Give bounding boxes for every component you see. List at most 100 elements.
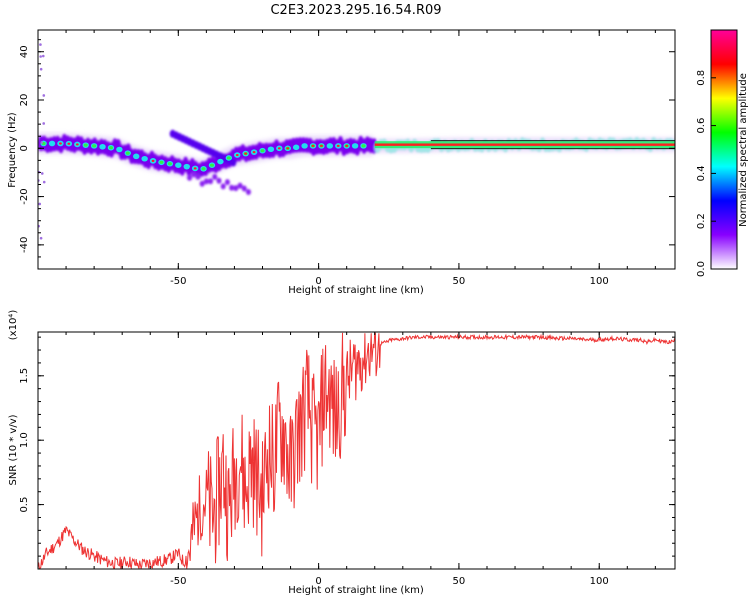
spectrogram-scatter-blob (224, 179, 230, 186)
spectrogram-noise-dot (40, 141, 43, 144)
spectrogram-peak-blob (193, 167, 197, 170)
snr-y-tick-label: 1.0 (19, 432, 30, 448)
colorbar-label: Normalized spectral amplitude (738, 73, 749, 227)
spectrogram-x-tick-label: 0 (315, 276, 321, 287)
spectrogram-noise-dot (38, 202, 42, 206)
spectrogram-scatter-blob (220, 183, 226, 190)
spectrogram-core-blob (209, 163, 214, 167)
colorbar-tick-label: 0.8 (696, 70, 707, 86)
spectrogram-y-axis-label: Frequency (Hz) (7, 112, 18, 188)
chart-title: C2E3.2023.295.16.54.R09 (270, 3, 441, 18)
spectrogram-scatter-blob (245, 189, 251, 196)
colorbar-tick-label: 0.2 (696, 213, 707, 229)
spectrogram-core-blob (175, 162, 182, 168)
spectrogram-x-tick-label: 100 (590, 276, 609, 287)
spectrogram-peak-blob (75, 143, 79, 146)
spectrogram-y-tick-label: -20 (19, 188, 30, 204)
spectrogram-peak-blob (277, 147, 281, 150)
spectrogram-peak-blob (320, 144, 323, 147)
snr-y-tick-label: 0.5 (19, 497, 30, 513)
colorbar-frame (710, 29, 738, 270)
spectrogram-scatter-blob (233, 185, 239, 192)
spectrogram-peak-blob (286, 147, 290, 150)
snr-x-tick-label: 50 (453, 576, 466, 587)
spectrogram-peak-blob (252, 151, 256, 154)
spectrogram-core-blob (125, 151, 130, 155)
spectrogram-noise-dot (39, 43, 42, 46)
spectrogram-scatter-blob (195, 173, 201, 180)
snr-y-ticks: 0.5 1.0 1.5 (19, 336, 675, 557)
spectrogram-noise-dot (42, 180, 46, 184)
spectrogram-core-blob (301, 143, 308, 149)
spectrogram-core-blob (183, 163, 190, 170)
snr-series-line (38, 332, 675, 569)
spectrogram-core-blob (226, 156, 231, 160)
spectrogram-frame (37, 29, 676, 270)
spectrogram-core-blob (108, 146, 113, 150)
snr-y-axis-label: SNR (10 * v/v) (8, 414, 19, 485)
snr-y-tick-label: 1.5 (19, 368, 30, 384)
colorbar-tick-label: 0.4 (696, 165, 707, 181)
spectrogram-y-tick-label: -40 (19, 237, 30, 253)
spectrogram-noise-dot (39, 67, 43, 71)
spectrogram-core-blob (48, 140, 56, 147)
snr-x-tick-label: 0 (315, 576, 321, 587)
spectrogram-noise-dot (39, 236, 43, 240)
spectrogram-scatter-blob (216, 177, 222, 184)
snr-panel: -50 0 50 100 0.5 1.0 1.5 Height of straight l… (8, 310, 676, 596)
spectrogram-scatter-blob (212, 173, 218, 180)
spectrogram-core-blob (141, 155, 148, 162)
spectrogram-peak-blob (244, 152, 248, 155)
spectrogram-core-blob (326, 143, 334, 149)
spectrogram-branch-blob (230, 158, 237, 167)
snr-frame (37, 331, 676, 570)
colorbar: 0.0 0.2 0.4 0.6 0.8 Normalized spectral ampl… (696, 29, 749, 277)
spectrogram-core-blob (267, 146, 275, 153)
spectrogram-noise-dot (41, 54, 45, 58)
spectrogram-scatter-blob (208, 178, 214, 185)
spectrogram-scatter-blob (229, 184, 235, 191)
spectrogram-peak-blob (345, 144, 349, 147)
colorbar-ticks: 0.0 0.2 0.4 0.6 0.8 (696, 70, 716, 277)
spectrogram-scatter-blob (241, 185, 247, 192)
colorbar-tick-label: 0.0 (696, 261, 707, 277)
spectrogram-core-blob (201, 167, 206, 171)
spectrogram-heatmap (38, 43, 675, 240)
spectrogram-core-blob (159, 160, 164, 164)
spectrogram-scatter-blob (199, 180, 205, 187)
spectrogram-y-ticks: -40 -20 0 20 40 (19, 39, 675, 270)
spectrogram-core-blob (133, 153, 140, 160)
spectrogram-x-axis-label: Height of straight line (km) (288, 285, 424, 296)
spectrogram-peak-blob (151, 159, 155, 162)
spectrogram-peak-blob (67, 142, 71, 145)
snr-x-axis-label: Height of straight line (km) (288, 585, 424, 596)
spectrogram-scatter-blob (187, 174, 193, 181)
colorbar-gradient (711, 30, 737, 269)
spectrogram-noise-dot (39, 55, 42, 58)
spectrogram-scatter-blob (203, 178, 209, 185)
spectrogram-panel: -50 0 50 100 -40 -20 0 20 40 Height of straight… (7, 29, 676, 296)
snr-x-ticks: -50 0 50 100 (37, 332, 656, 587)
spectrogram-stable-ridge (374, 143, 675, 146)
spectrogram-y-tick-label: 20 (19, 94, 30, 107)
spectrogram-x-tick-label: -50 (170, 276, 186, 287)
spectrogram-noise-dot (40, 172, 44, 175)
snr-x-tick-label: -50 (170, 576, 186, 587)
spectrogram-y-tick-label: 40 (19, 45, 30, 58)
spectrogram-peak-blob (235, 153, 239, 157)
spectrogram-peak-blob (336, 144, 340, 147)
spectrogram-core-blob (361, 144, 366, 148)
spectrogram-core-blob (116, 146, 123, 153)
spectrogram-core-blob (351, 143, 359, 149)
spectrogram-core-blob (99, 143, 106, 150)
snr-y-multiplier: (x10⁴) (8, 310, 19, 341)
spectrogram-core-blob (92, 144, 97, 148)
spectrogram-x-tick-label: 50 (453, 276, 466, 287)
spectrogram-core-blob (292, 144, 300, 151)
spectrogram-x-ticks: -50 0 50 100 (37, 30, 656, 287)
spectrogram-noise-dot (42, 122, 46, 125)
spectrogram-core-blob (83, 143, 88, 147)
spectrogram-peak-blob (59, 142, 62, 145)
spectrogram-y-tick-label: 0 (19, 145, 30, 151)
